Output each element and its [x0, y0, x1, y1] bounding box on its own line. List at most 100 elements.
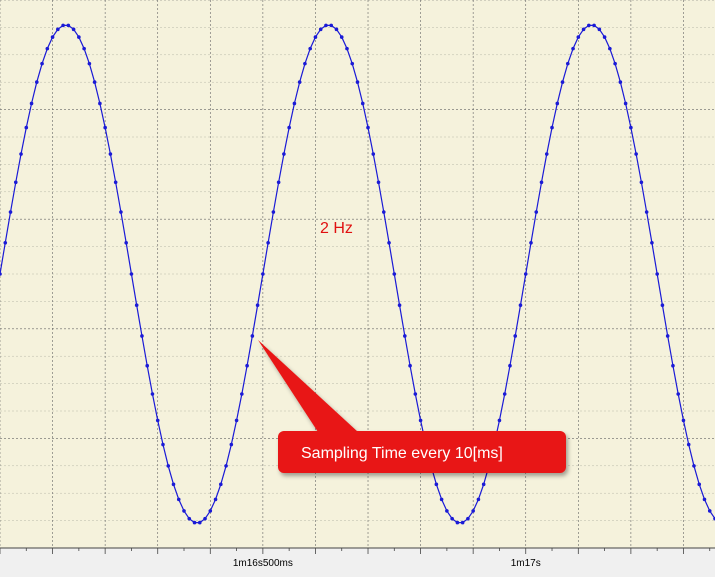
data-point — [508, 363, 512, 368]
x-axis-band — [0, 548, 715, 577]
data-point — [240, 392, 244, 396]
data-point — [303, 61, 307, 66]
data-point — [203, 516, 207, 521]
data-point — [119, 210, 123, 214]
data-point — [71, 27, 76, 32]
data-point — [324, 23, 328, 28]
data-point — [513, 334, 518, 338]
data-point — [418, 418, 423, 423]
data-point — [155, 418, 160, 423]
data-point — [77, 35, 81, 39]
data-point — [40, 61, 44, 66]
data-point — [681, 418, 686, 423]
data-point — [245, 363, 249, 368]
data-point — [19, 152, 23, 156]
x-tick-label: 1m17s — [511, 558, 541, 569]
data-point — [445, 509, 449, 513]
data-point — [29, 101, 34, 106]
data-point — [171, 482, 176, 487]
frequency-label: 2 Hz — [320, 220, 353, 237]
data-point — [308, 46, 312, 51]
data-point — [550, 125, 554, 130]
data-point — [224, 464, 228, 468]
data-point — [644, 210, 649, 214]
data-point — [292, 101, 297, 106]
data-point — [655, 272, 659, 276]
data-point — [544, 152, 549, 156]
data-point — [523, 272, 528, 276]
data-point — [355, 80, 360, 84]
data-point — [623, 101, 628, 106]
data-point — [613, 61, 617, 66]
data-point — [13, 180, 18, 185]
x-axis-labels: 1m16s500ms1m17s1m17s500ms — [233, 558, 541, 569]
data-point — [140, 334, 144, 338]
data-point — [576, 35, 581, 39]
data-point — [413, 392, 418, 396]
data-point — [529, 240, 533, 245]
data-point — [350, 61, 355, 66]
data-point — [287, 125, 291, 130]
data-point — [150, 392, 155, 396]
data-point — [87, 61, 92, 66]
data-point — [692, 464, 696, 468]
data-point — [145, 363, 150, 368]
data-point — [697, 482, 702, 487]
data-point — [318, 27, 323, 32]
data-point — [345, 46, 349, 51]
data-point — [597, 27, 602, 32]
data-point — [339, 35, 344, 39]
data-point — [134, 303, 139, 308]
data-point — [261, 272, 265, 276]
data-point — [481, 482, 486, 487]
data-point — [208, 509, 213, 513]
data-point — [560, 80, 565, 84]
data-point — [192, 520, 197, 525]
data-point — [707, 509, 712, 513]
data-point — [581, 27, 586, 32]
data-point — [129, 272, 134, 276]
data-point — [161, 442, 165, 447]
data-point — [392, 272, 397, 276]
data-point — [329, 23, 334, 28]
data-point — [8, 210, 13, 214]
series-points — [0, 23, 715, 525]
data-point — [650, 240, 654, 245]
data-point — [0, 272, 2, 276]
data-point — [618, 80, 623, 84]
data-point — [3, 240, 8, 245]
callout-box — [278, 431, 566, 473]
data-point — [460, 520, 465, 525]
data-point — [555, 101, 560, 106]
data-point — [82, 46, 86, 51]
data-point — [108, 152, 113, 156]
data-point — [371, 152, 376, 156]
data-point — [182, 509, 186, 513]
data-point — [676, 392, 680, 396]
data-point — [213, 497, 218, 502]
data-point — [403, 334, 407, 338]
data-point — [166, 464, 171, 468]
data-point — [397, 303, 402, 308]
data-point — [250, 334, 255, 338]
data-point — [455, 520, 460, 525]
data-point — [671, 363, 675, 368]
data-point — [476, 497, 481, 502]
data-point — [571, 46, 575, 51]
data-point — [266, 240, 270, 245]
data-point — [518, 303, 523, 308]
data-point — [35, 80, 39, 84]
data-point — [434, 482, 439, 487]
data-point — [471, 509, 475, 513]
data-point — [602, 35, 607, 39]
data-point — [56, 27, 60, 32]
sampling-callout — [258, 340, 566, 473]
callout-pointer — [258, 340, 358, 432]
data-point — [665, 334, 670, 338]
data-point — [639, 180, 644, 185]
data-point — [565, 61, 570, 66]
data-point — [234, 418, 239, 423]
data-point — [686, 442, 691, 447]
data-point — [24, 125, 29, 130]
